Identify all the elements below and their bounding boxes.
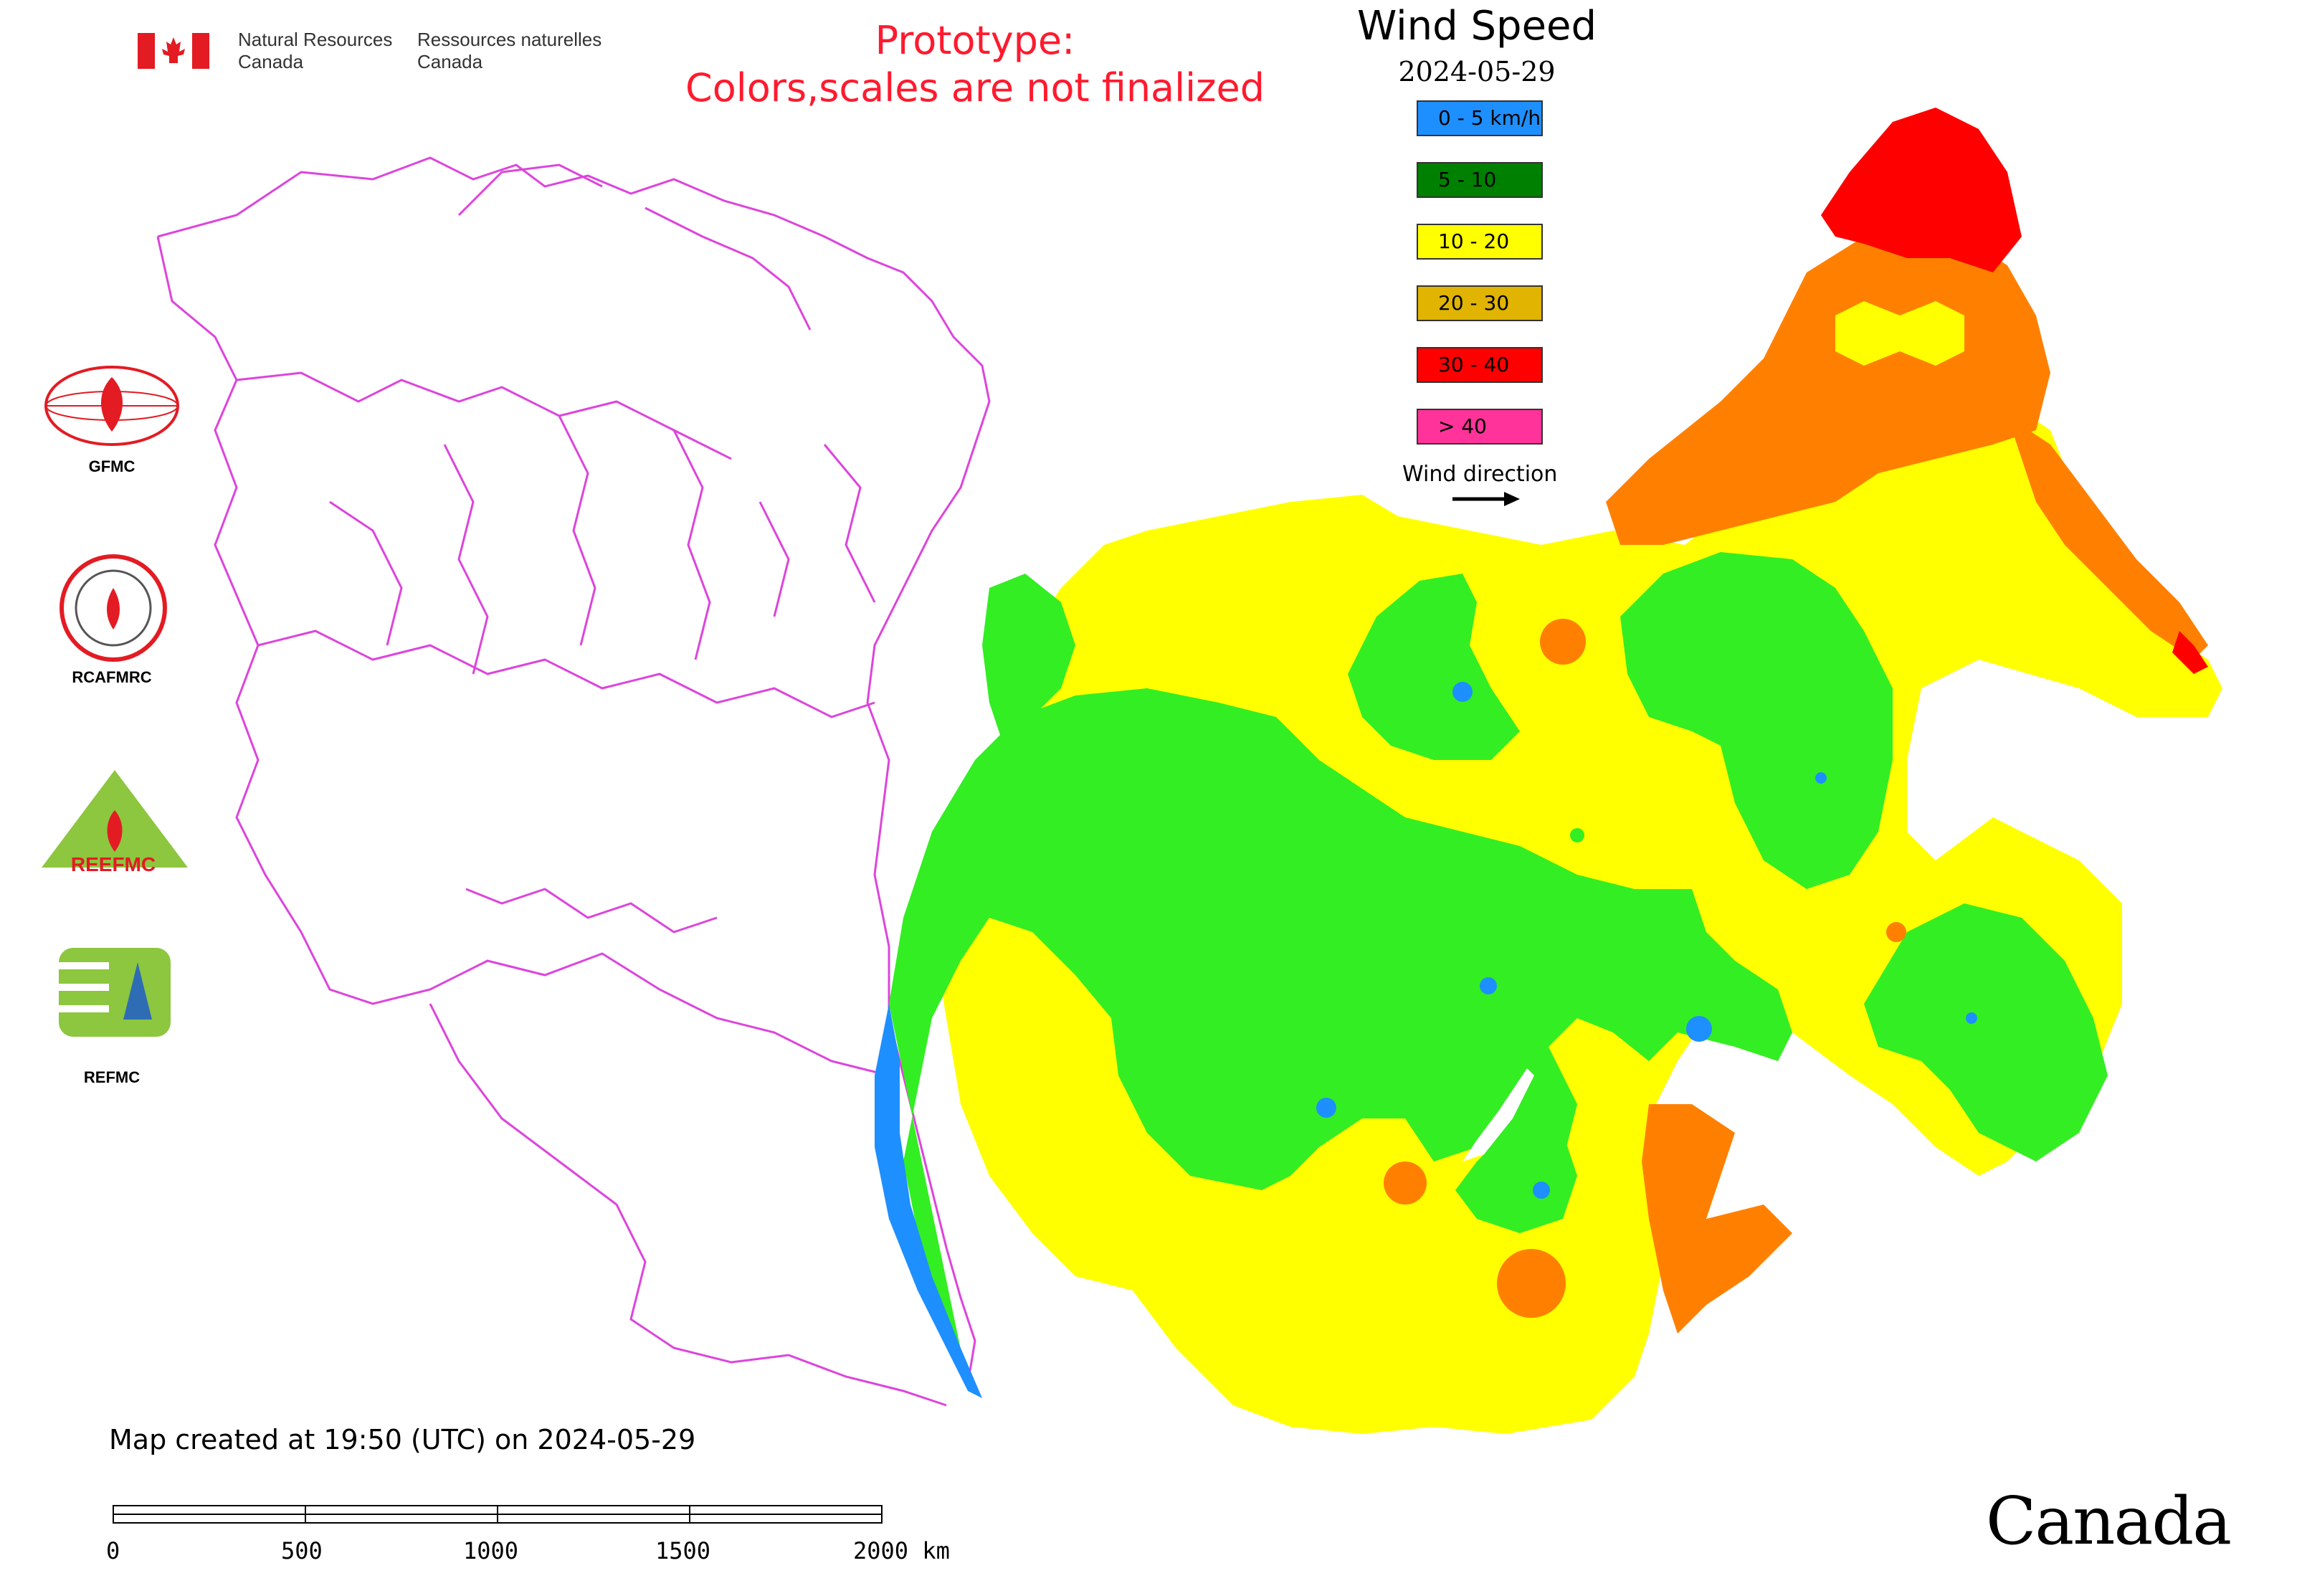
- org-name-fr: Ressources naturelles Canada: [417, 29, 601, 73]
- scale-tick-1500: 1500: [655, 1537, 711, 1564]
- canada-wordmark: Canada: [1986, 1483, 2232, 1559]
- gfmc-logo: [40, 363, 184, 449]
- org-en-line1: Natural Resources: [238, 29, 393, 50]
- refmc-label: REFMC: [83, 1068, 141, 1086]
- scale-tick-500: 500: [281, 1537, 323, 1564]
- legend-item-30-40: 30 - 40: [1417, 347, 1543, 383]
- legend-item-20-30: 20 - 30: [1417, 285, 1543, 321]
- wind-direction-arrow-icon: [1452, 492, 1520, 506]
- reefmc-label: REEFMC: [70, 853, 156, 875]
- canada-flag-icon: [138, 33, 209, 69]
- legend-item-over-40: > 40: [1417, 409, 1543, 445]
- map-created-text: Map created at 19:50 (UTC) on 2024-05-29: [109, 1424, 696, 1455]
- org-fr-line1: Ressources naturelles: [417, 29, 602, 50]
- gfmc-label: GFMC: [88, 457, 135, 475]
- org-fr-line2: Canada: [417, 51, 483, 72]
- notice-line1: Prototype:: [875, 18, 1075, 63]
- scale-tick-2000: 2000 km: [853, 1537, 950, 1564]
- scale-tick-0: 0: [106, 1537, 120, 1564]
- legend-item-0-5: 0 - 5 km/h: [1417, 100, 1543, 136]
- reefmc-logo: [37, 767, 192, 872]
- legend-item-10-20: 10 - 20: [1417, 224, 1543, 260]
- prototype-notice: Prototype: Colors,scales are not finaliz…: [645, 17, 1305, 112]
- political-borders: [156, 156, 991, 1407]
- scale-tick-1000: 1000: [463, 1537, 519, 1564]
- org-name-en: Natural Resources Canada: [238, 29, 392, 73]
- rcafmrc-logo: [57, 552, 169, 664]
- org-en-line2: Canada: [238, 51, 304, 72]
- legend-item-5-10: 5 - 10: [1417, 162, 1543, 198]
- rcafmrc-label: RCAFMRC: [72, 668, 152, 686]
- wind-direction-label: Wind direction: [1402, 462, 1558, 487]
- wind-field: [875, 108, 2222, 1434]
- notice-line2: Colors,scales are not finalized: [685, 65, 1265, 110]
- legend-date: 2024-05-29: [1398, 56, 1556, 87]
- legend-title: Wind Speed: [1356, 3, 1597, 49]
- refmc-logo: [59, 948, 171, 1037]
- scale-bar: [113, 1505, 883, 1524]
